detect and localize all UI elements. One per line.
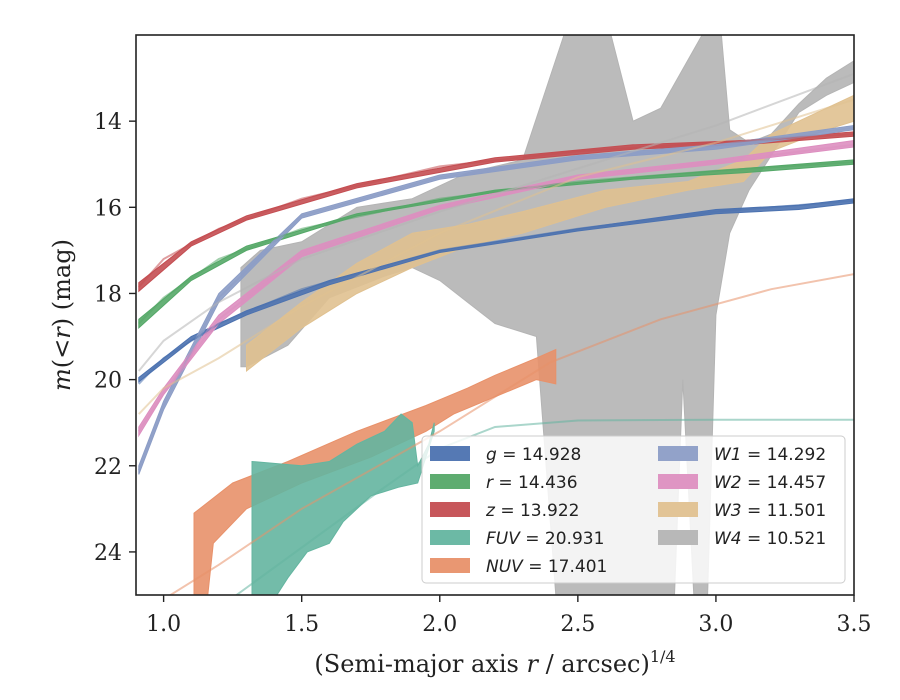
y-tick-label: 22 [94, 455, 122, 480]
x-tick-label: 1.5 [284, 612, 319, 637]
curve-r [138, 161, 854, 325]
y-tick-label: 20 [94, 369, 122, 394]
legend-swatch-w3 [658, 502, 698, 517]
y-tick-label: 24 [94, 541, 122, 566]
legend-swatch-nuv [430, 558, 470, 573]
legend-label-z: z = 13.922 [485, 501, 579, 521]
y-axis-label: m(<r) (mag) [48, 239, 76, 391]
legend-swatch-fuv [430, 530, 470, 545]
band-w1 [138, 124, 854, 475]
x-tick-label: 1.0 [146, 612, 181, 637]
curve-w4 [138, 72, 854, 372]
x-tick-label: 2.0 [422, 612, 457, 637]
legend-swatch-w2 [658, 474, 698, 489]
curve-w2 [137, 143, 854, 432]
legend-label-w2: W2 = 14.457 [714, 473, 826, 493]
legend-swatch-g [430, 446, 470, 461]
y-tick-label: 14 [94, 110, 122, 135]
curve-nuv [168, 273, 854, 595]
x-tick-label: 2.5 [560, 612, 595, 637]
legend-label-nuv: NUV = 17.401 [486, 557, 607, 577]
legend-label-r: r = 14.436 [486, 473, 578, 493]
band-w2 [138, 139, 854, 438]
legend-box [421, 435, 846, 584]
legend-label-w1: W1 = 14.292 [714, 445, 826, 465]
legend-label-g: g = 14.928 [486, 445, 581, 465]
band-w3 [246, 94, 854, 373]
y-tick-label: 18 [94, 282, 122, 307]
y-axis-ticks: 14 16 18 20 22 24 [94, 110, 136, 566]
legend: g = 14.928 r = 14.436 z = 13.922 FUV = 20.9… [421, 435, 846, 584]
legend-swatch-z [430, 502, 470, 517]
x-axis-ticks: 1.0 1.5 2.0 2.5 3.0 3.5 [146, 595, 872, 637]
legend-swatch-w4 [658, 530, 698, 545]
y-tick-label: 16 [94, 196, 122, 221]
legend-label-w3: W3 = 11.501 [714, 501, 826, 521]
legend-label-w4: W4 = 10.521 [714, 529, 826, 549]
curve-z [138, 133, 854, 288]
legend-label-fuv: FUV = 20.931 [486, 529, 604, 549]
x-tick-label: 3.0 [698, 612, 733, 637]
plot-frame [135, 34, 855, 596]
x-axis-label: (Semi-major axis r / arcsec)1/4 [314, 647, 675, 678]
x-tick-label: 3.5 [837, 612, 872, 637]
curve-w3 [138, 98, 854, 415]
legend-swatch-w1 [658, 446, 698, 461]
legend-swatch-r [430, 474, 470, 489]
